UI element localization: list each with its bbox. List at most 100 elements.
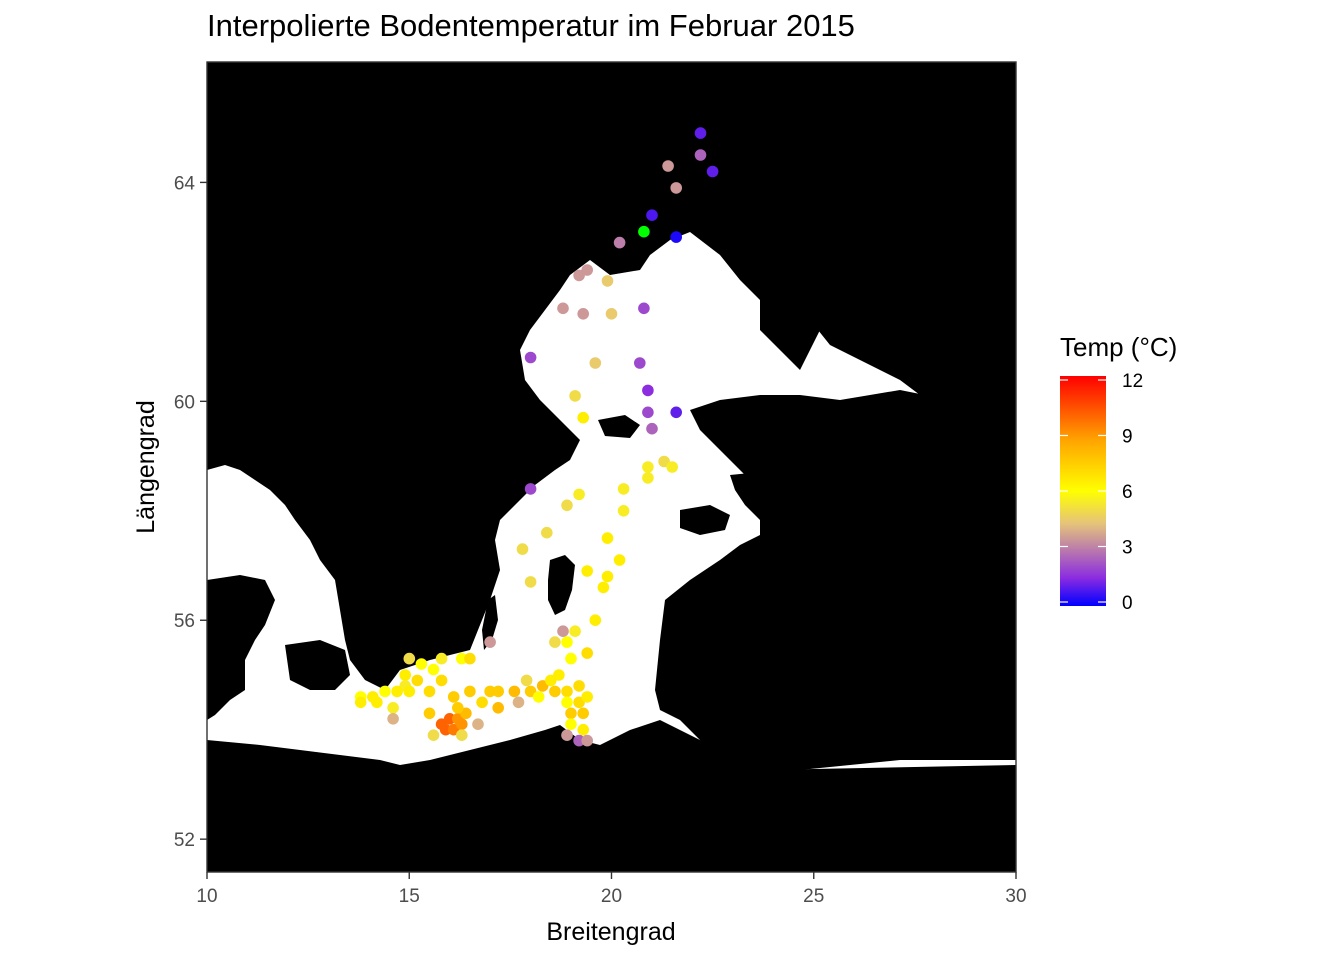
land-gotland <box>548 555 575 615</box>
temperature-point <box>532 691 545 703</box>
temperature-point <box>561 729 573 741</box>
temperature-point <box>642 472 654 484</box>
temperature-point <box>427 729 440 741</box>
land-aland <box>598 415 640 438</box>
temperature-point <box>557 625 569 637</box>
temperature-point <box>694 127 707 139</box>
temperature-point <box>524 351 537 364</box>
temperature-point <box>541 526 553 539</box>
temperature-point <box>549 685 561 698</box>
temperature-point <box>447 691 460 703</box>
land-south-coast <box>207 720 1016 872</box>
x-axis-title: Breitengrad <box>546 918 675 946</box>
temperature-point <box>581 734 593 747</box>
temperature-point <box>597 581 610 594</box>
temperature-point <box>601 275 614 287</box>
temperature-point <box>423 707 436 720</box>
temperature-point <box>464 685 476 698</box>
temperature-point <box>561 499 573 512</box>
temperature-point <box>601 570 614 583</box>
temperature-point <box>415 658 428 670</box>
x-tick-label: 30 <box>1005 886 1026 907</box>
temperature-point <box>670 182 682 194</box>
y-tick-label: 56 <box>174 611 195 632</box>
temperature-point <box>573 680 585 692</box>
x-tick-label: 20 <box>601 886 622 907</box>
temperature-point <box>569 625 581 637</box>
land-baltic-states <box>655 470 1016 770</box>
temperature-point <box>516 543 529 555</box>
temperature-point <box>581 565 593 577</box>
x-tick-label: 15 <box>399 886 420 907</box>
temperature-point <box>613 236 626 249</box>
legend-tick-label: 12 <box>1122 371 1143 392</box>
temperature-point <box>549 636 561 648</box>
y-tick-label: 60 <box>174 392 195 413</box>
temperature-point <box>452 702 464 714</box>
x-axis: 10 15 20 25 30 <box>196 872 1027 907</box>
temperature-point <box>524 576 537 588</box>
temperature-point <box>391 685 403 698</box>
temperature-point <box>427 663 440 676</box>
legend-tick-label: 0 <box>1122 593 1133 614</box>
temperature-point <box>573 488 585 501</box>
temperature-point <box>379 685 391 698</box>
temperature-point <box>577 308 589 320</box>
temperature-point <box>634 357 646 369</box>
temperature-point <box>561 636 573 648</box>
temperature-point <box>561 685 573 698</box>
temperature-point <box>573 269 585 282</box>
temperature-point <box>399 669 412 681</box>
temperature-point <box>646 209 658 221</box>
temperature-point <box>472 718 484 730</box>
temperature-point <box>670 406 682 419</box>
temperature-point <box>435 652 448 665</box>
temperature-point <box>508 685 521 698</box>
temperature-point <box>476 696 488 709</box>
temperature-point <box>387 713 399 725</box>
temperature-point <box>565 707 577 720</box>
temperature-point <box>577 707 589 720</box>
temperature-points <box>354 127 719 747</box>
land-finland-russia <box>690 62 1016 650</box>
temperature-point <box>553 669 565 681</box>
legend-tick-label: 6 <box>1122 482 1133 503</box>
legend-ticks: 0 3 6 9 12 <box>1060 371 1143 614</box>
temperature-point <box>456 729 468 741</box>
temperature-point <box>524 483 537 495</box>
temperature-point <box>646 422 658 435</box>
y-tick-label: 52 <box>174 830 195 851</box>
temperature-point <box>354 696 367 709</box>
temperature-point <box>581 647 593 659</box>
temperature-point <box>642 406 654 419</box>
temperature-point <box>565 718 577 730</box>
temperature-point <box>512 696 525 709</box>
temperature-point <box>435 674 448 687</box>
legend-tick-label: 9 <box>1122 427 1133 448</box>
temperature-point <box>589 357 602 369</box>
temperature-point <box>387 702 399 714</box>
temperature-point <box>520 674 533 687</box>
land-denmark <box>207 575 275 720</box>
x-tick-label: 25 <box>803 886 824 907</box>
temperature-point <box>460 707 472 720</box>
temperature-point <box>581 691 593 703</box>
temperature-point <box>613 554 626 566</box>
temperature-point <box>439 723 452 736</box>
temperature-point <box>638 302 650 315</box>
temperature-point <box>573 734 585 747</box>
land-danish-islands <box>285 640 350 690</box>
temperature-point <box>642 384 654 397</box>
temperature-point <box>605 308 618 320</box>
y-axis: 52 56 60 64 <box>174 173 207 851</box>
temperature-point <box>642 461 654 473</box>
temperature-point <box>561 696 573 709</box>
temperature-point <box>371 696 383 709</box>
land-oland <box>482 595 498 650</box>
temperature-point <box>492 702 505 714</box>
temperature-point <box>638 225 650 238</box>
temperature-point <box>617 505 630 517</box>
temperature-point <box>484 636 496 648</box>
temperature-point <box>589 614 602 626</box>
